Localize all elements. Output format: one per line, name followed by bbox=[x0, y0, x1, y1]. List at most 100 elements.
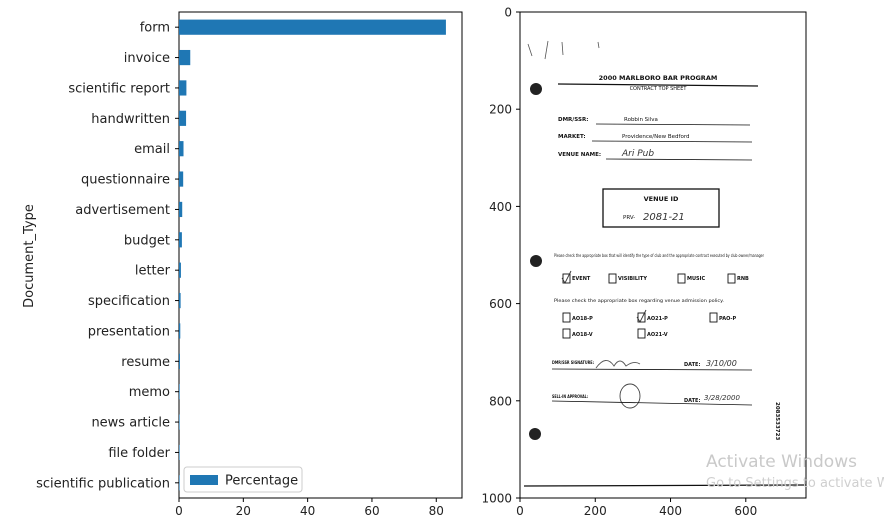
legend-box bbox=[183, 466, 303, 493]
x-tick-label: 20 bbox=[236, 504, 251, 518]
signature1-date: 3/10/00 bbox=[706, 359, 737, 368]
image-y-tick-label: 600 bbox=[489, 297, 512, 311]
bar bbox=[179, 201, 183, 218]
option-label: AO21-P bbox=[647, 316, 668, 322]
option-label: RNB bbox=[737, 276, 749, 282]
category-label: email bbox=[134, 142, 170, 157]
instruction-line-2: Please check the appropriate box regardi… bbox=[554, 298, 724, 303]
image-y-axis-ticks: 0 200 400 600 800 1000 bbox=[481, 6, 520, 506]
signature1-label: DMR/SSR SIGNATURE: bbox=[552, 360, 594, 366]
checkbox bbox=[677, 273, 686, 284]
instruction-line-1: Please check the appropriate box that wi… bbox=[554, 253, 764, 258]
activate-windows-title: Activate Windows bbox=[706, 452, 857, 472]
checkbox bbox=[608, 273, 617, 284]
checkbox bbox=[637, 312, 646, 323]
form-subtitle: CONTRACT TOP SHEET bbox=[630, 86, 688, 92]
legend-label: Percentage bbox=[225, 474, 298, 489]
image-y-tick-label: 200 bbox=[489, 103, 512, 117]
bar bbox=[179, 414, 180, 430]
legend-swatch bbox=[190, 475, 218, 485]
checkbox bbox=[562, 312, 571, 323]
signature-rule bbox=[551, 368, 753, 371]
signature2-date: 3/28/2000 bbox=[704, 394, 740, 402]
field-label-venue: VENUE NAME: bbox=[558, 152, 601, 158]
bar bbox=[179, 262, 181, 278]
category-label: scientific publication bbox=[36, 476, 170, 491]
category-label: advertisement bbox=[75, 203, 170, 218]
option-label: MUSIC bbox=[687, 276, 705, 282]
scan-specks bbox=[527, 40, 600, 60]
club-type-options: EVENT VISIBILITY MUSIC RNB bbox=[561, 270, 749, 284]
signature-rule bbox=[551, 400, 753, 406]
category-label: file folder bbox=[108, 446, 170, 461]
field-value-venue: Ari Pub bbox=[621, 149, 654, 159]
bar-chart-frame bbox=[178, 11, 463, 499]
category-label: letter bbox=[135, 264, 171, 279]
signature2-scribble bbox=[619, 383, 641, 409]
bar bbox=[179, 384, 180, 400]
field-rule bbox=[591, 140, 753, 143]
venue-id-box bbox=[602, 188, 720, 228]
bar bbox=[179, 80, 187, 96]
bar bbox=[179, 110, 187, 126]
checkbox bbox=[637, 328, 646, 339]
punch-hole-top bbox=[530, 83, 542, 95]
x-axis-ticks: 0 20 40 60 80 bbox=[175, 498, 444, 518]
checkbox bbox=[562, 328, 571, 339]
signature2-label: SELL-IN APPROVAL: bbox=[552, 394, 588, 400]
admission-options: AO18-P AO21-P PAO-P AO18-V AO21-V bbox=[562, 309, 736, 339]
image-frame bbox=[519, 11, 807, 499]
image-x-tick-label: 0 bbox=[516, 504, 524, 518]
x-tick-label: 0 bbox=[175, 504, 183, 518]
signature1-date-label: DATE: bbox=[684, 362, 700, 368]
category-label: memo bbox=[129, 385, 170, 400]
bar bbox=[179, 353, 180, 369]
image-y-tick-label: 800 bbox=[489, 394, 512, 408]
signature1-scribble bbox=[595, 360, 641, 369]
check-mark bbox=[561, 270, 572, 284]
option-label: EVENT bbox=[572, 276, 591, 282]
image-x-tick-label: 600 bbox=[734, 504, 757, 518]
bar bbox=[179, 323, 181, 339]
signature2-date-label: DATE: bbox=[684, 398, 700, 404]
bar-series bbox=[179, 19, 446, 491]
category-label: scientific report bbox=[68, 81, 170, 96]
legend: Percentage bbox=[183, 466, 303, 493]
category-label: news article bbox=[91, 416, 170, 431]
option-label: AO18-P bbox=[572, 316, 593, 322]
image-y-tick-label: 1000 bbox=[481, 492, 512, 506]
category-label: budget bbox=[124, 233, 170, 248]
document-image-panel: 0 200 400 600 0 200 400 600 800 1000 2000 MARLBO… bbox=[481, 6, 807, 518]
venue-id-prefix: PRV- bbox=[623, 215, 635, 221]
image-x-axis-ticks: 0 200 400 600 bbox=[516, 498, 757, 518]
option-label: AO21-V bbox=[647, 332, 668, 338]
x-tick-label: 40 bbox=[300, 504, 315, 518]
scanned-form: 2000 MARLBORO BAR PROGRAM CONTRACT TOP S… bbox=[523, 40, 807, 487]
checkbox bbox=[709, 312, 718, 323]
category-label: presentation bbox=[88, 324, 170, 339]
image-y-tick-label: 0 bbox=[504, 6, 512, 20]
image-y-tick-label: 400 bbox=[489, 200, 512, 214]
category-label: specification bbox=[88, 294, 170, 309]
field-rule bbox=[605, 158, 753, 161]
x-tick-label: 80 bbox=[429, 504, 444, 518]
category-tick-labels: form invoice scientific report handwritten e… bbox=[36, 21, 179, 491]
field-label-dmr: DMR/SSR: bbox=[558, 117, 588, 123]
bar bbox=[179, 19, 446, 35]
bottom-rule bbox=[523, 484, 807, 487]
bar bbox=[179, 475, 180, 491]
punch-hole-bottom bbox=[529, 428, 541, 440]
bar bbox=[179, 444, 180, 461]
image-x-tick-label: 200 bbox=[584, 504, 607, 518]
bar-chart: form invoice scientific report handwritten e… bbox=[22, 11, 463, 518]
category-label: invoice bbox=[124, 51, 170, 66]
y-axis-label: Document_Type bbox=[22, 204, 37, 308]
image-x-tick-label: 400 bbox=[659, 504, 682, 518]
check-mark bbox=[636, 309, 647, 323]
bar bbox=[179, 171, 184, 187]
category-label: handwritten bbox=[91, 112, 170, 127]
option-label: PAO-P bbox=[719, 316, 736, 322]
option-label: AO18-V bbox=[572, 332, 593, 338]
bar bbox=[179, 292, 181, 309]
